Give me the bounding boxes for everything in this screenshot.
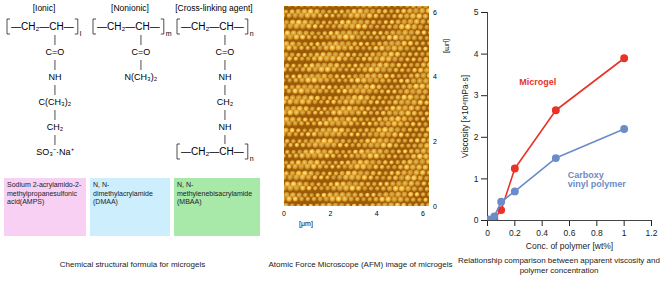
- svg-text:6: 6: [421, 210, 425, 217]
- svg-text:1: 1: [474, 174, 479, 184]
- html-text:Atomic Force Microscope (AFM): Atomic Force Microscope (AFM) image of m…: [268, 260, 453, 269]
- svg-text:[Cross-linking agent]: [Cross-linking agent]: [175, 3, 252, 13]
- svg-text:5: 5: [474, 7, 479, 17]
- svg-text:n: n: [250, 30, 254, 37]
- html-text:Sodium 2-acrylamido-2-methylpr: Sodium 2-acrylamido-2-methylpropanesulfo…: [7, 181, 82, 205]
- svg-text:C=O: C=O: [132, 47, 151, 57]
- svg-text:—CH₂—CH—: —CH₂—CH—: [11, 21, 74, 32]
- svg-text:1.2: 1.2: [646, 228, 658, 238]
- svg-text:0: 0: [433, 203, 437, 210]
- svg-text:C=O: C=O: [216, 47, 235, 57]
- svg-text:4: 4: [474, 49, 479, 59]
- html-text:Relationship comparison betwee: Relationship comparison between apparent…: [458, 256, 660, 275]
- svg-text:—CH₂—CH—: —CH₂—CH—: [181, 146, 244, 157]
- svg-text:—CH₂—CH—: —CH₂—CH—: [97, 21, 160, 32]
- svg-text:NH: NH: [218, 122, 231, 132]
- svg-text:0.8: 0.8: [591, 228, 603, 238]
- svg-text:NH: NH: [48, 72, 61, 82]
- svg-text:2: 2: [328, 210, 332, 217]
- svg-text:4: 4: [433, 73, 437, 80]
- svg-text:0.4: 0.4: [536, 228, 548, 238]
- svg-text:Microgel: Microgel: [519, 77, 556, 87]
- svg-text:Conc. of polymer [wt%]: Conc. of polymer [wt%]: [526, 241, 613, 251]
- svg-text:C=O: C=O: [46, 47, 65, 57]
- svg-text:—CH₂—CH—: —CH₂—CH—: [181, 21, 244, 32]
- svg-text:[μm]: [μm]: [299, 220, 313, 228]
- svg-text:NH: NH: [218, 72, 231, 82]
- svg-text:[Nonionic]: [Nonionic]: [111, 3, 149, 13]
- svg-text:1: 1: [622, 228, 627, 238]
- svg-text:0: 0: [485, 228, 490, 238]
- svg-text:l: l: [80, 30, 82, 37]
- svg-text:[μm]: [μm]: [443, 39, 451, 53]
- svg-text:3: 3: [474, 90, 479, 100]
- svg-text:CH₂: CH₂: [47, 122, 64, 132]
- svg-text:[Ionic]: [Ionic]: [33, 3, 56, 13]
- html-text:N, N-methylenebisacrylamide (M: N, N-methylenebisacrylamide (MBAA): [177, 181, 253, 205]
- svg-text:2: 2: [474, 132, 479, 142]
- svg-text:4: 4: [375, 210, 379, 217]
- svg-text:0: 0: [474, 215, 479, 225]
- svg-text:0: 0: [282, 210, 286, 217]
- html-text:Chemical structural formula fo: Chemical structural formula for microgel…: [59, 260, 206, 269]
- svg-text:m: m: [166, 30, 172, 37]
- svg-text:SO₃⁻·Na⁺: SO₃⁻·Na⁺: [36, 147, 73, 157]
- svg-text:Viscosity [×10⁴mPa·s]: Viscosity [×10⁴mPa·s]: [460, 75, 470, 158]
- svg-text:0.2: 0.2: [509, 228, 521, 238]
- svg-text:N(CH₃)₂: N(CH₃)₂: [125, 72, 158, 82]
- svg-text:6: 6: [433, 9, 437, 16]
- svg-text:CH₂: CH₂: [217, 97, 234, 107]
- html-text:N, N-dimethylacrylamide (DMAA): N, N-dimethylacrylamide (DMAA): [93, 181, 153, 205]
- svg-text:n: n: [250, 155, 254, 162]
- svg-text:2: 2: [433, 138, 437, 145]
- svg-text:C(CH₃)₂: C(CH₃)₂: [39, 97, 72, 107]
- svg-text:0.6: 0.6: [564, 228, 576, 238]
- svg-text:Carboxyvinyl polymer: Carboxyvinyl polymer: [568, 170, 627, 189]
